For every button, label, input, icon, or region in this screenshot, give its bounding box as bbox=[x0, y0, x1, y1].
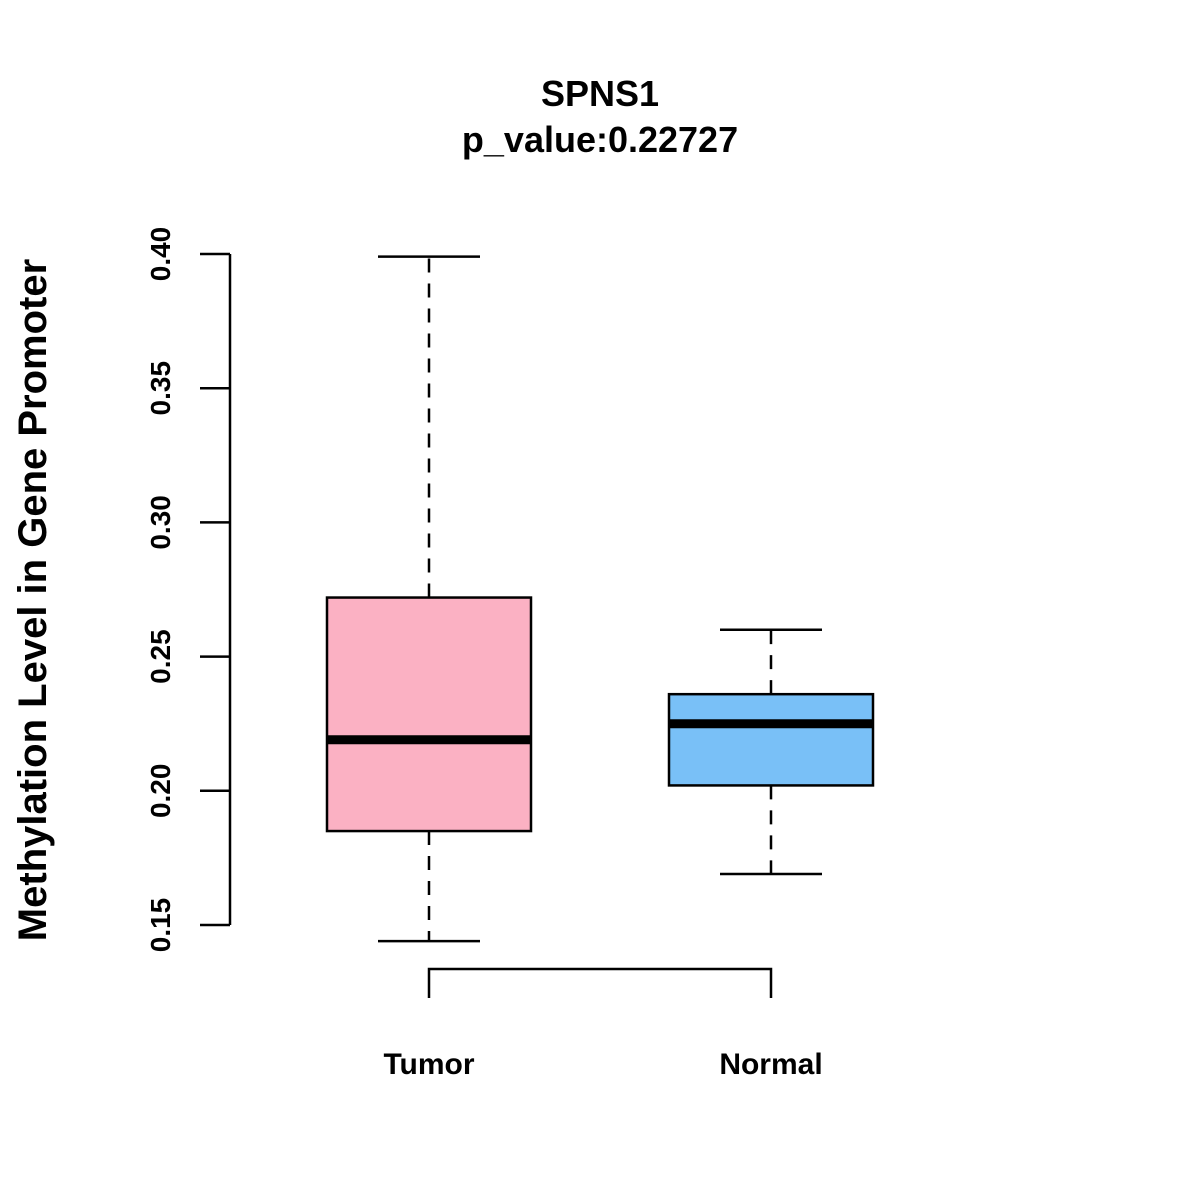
y-tick-label: 0.30 bbox=[145, 495, 176, 550]
iqr-box bbox=[667, 692, 875, 787]
bracket-line bbox=[427, 967, 773, 998]
chart-title: SPNS1 bbox=[541, 73, 659, 114]
iqr-box bbox=[325, 596, 533, 833]
box-normal bbox=[667, 628, 875, 876]
y-tick-label: 0.25 bbox=[145, 629, 176, 684]
y-tick-label: 0.35 bbox=[145, 361, 176, 416]
x-category-labels: Tumor Normal bbox=[383, 1048, 822, 1081]
y-axis-label: Methylation Level in Gene Promoter bbox=[11, 259, 55, 941]
y-axis: 0.15 0.20 0.25 0.30 0.35 0.40 bbox=[145, 227, 232, 953]
y-tick-label: 0.20 bbox=[145, 764, 176, 819]
x-category-label-tumor: Tumor bbox=[383, 1048, 474, 1081]
chart-subtitle-pvalue: p_value:0.22727 bbox=[462, 119, 738, 160]
x-category-label-normal: Normal bbox=[719, 1048, 822, 1081]
boxes bbox=[325, 255, 875, 943]
box-tumor bbox=[325, 255, 533, 943]
y-tick-label: 0.40 bbox=[145, 227, 176, 282]
comparison-bracket bbox=[427, 967, 773, 998]
y-tick-label: 0.15 bbox=[145, 898, 176, 953]
